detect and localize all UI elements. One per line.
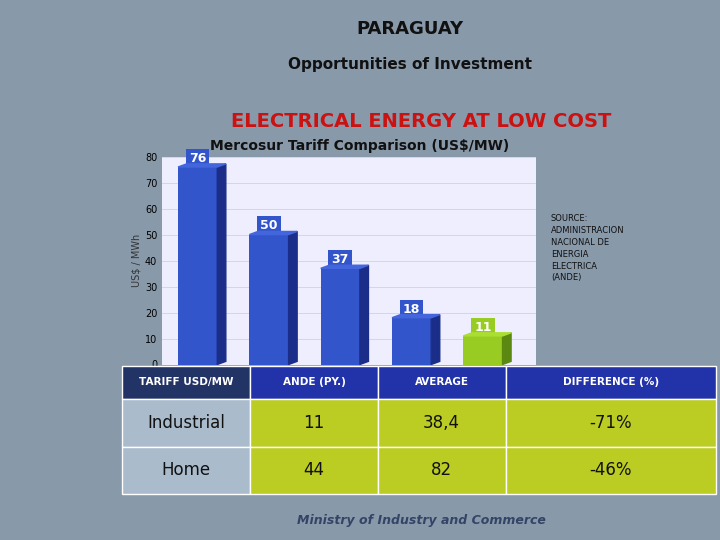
- Text: Industrial: Industrial: [148, 414, 225, 432]
- Text: Mercosur Tariff Comparison (US$/MW): Mercosur Tariff Comparison (US$/MW): [210, 139, 510, 153]
- Polygon shape: [289, 232, 297, 364]
- Text: Opportunities of Investment: Opportunities of Investment: [289, 57, 532, 72]
- Text: 37: 37: [332, 253, 349, 266]
- Polygon shape: [360, 265, 369, 364]
- Polygon shape: [431, 315, 440, 365]
- Text: 76: 76: [189, 152, 207, 165]
- Bar: [392, 318, 431, 364]
- Text: -46%: -46%: [590, 461, 632, 480]
- Text: 18: 18: [403, 302, 420, 316]
- Text: 38,4: 38,4: [423, 414, 460, 432]
- Polygon shape: [320, 265, 369, 268]
- Polygon shape: [217, 164, 226, 364]
- Text: Ministry of Industry and Commerce: Ministry of Industry and Commerce: [297, 514, 546, 526]
- Text: DIFFERENCE (%): DIFFERENCE (%): [563, 377, 659, 387]
- Text: ANDE (PY.): ANDE (PY.): [282, 377, 346, 387]
- Text: 44: 44: [303, 461, 325, 480]
- Text: 50: 50: [260, 219, 278, 233]
- Text: 82: 82: [431, 461, 452, 480]
- Polygon shape: [249, 232, 297, 234]
- Bar: [178, 167, 217, 364]
- Text: 11: 11: [474, 321, 492, 334]
- Text: Home: Home: [162, 461, 211, 480]
- Text: 11: 11: [303, 414, 325, 432]
- Bar: [249, 234, 289, 364]
- Text: TARIFF USD/MW: TARIFF USD/MW: [139, 377, 233, 387]
- Polygon shape: [463, 333, 511, 336]
- Polygon shape: [503, 333, 511, 364]
- Polygon shape: [178, 164, 226, 167]
- Bar: [463, 336, 503, 364]
- Text: PARAGUAY: PARAGUAY: [357, 20, 464, 38]
- Bar: [320, 268, 360, 364]
- Y-axis label: US$ / MWh: US$ / MWh: [132, 234, 142, 287]
- Text: -71%: -71%: [590, 414, 632, 432]
- Text: AVERAGE: AVERAGE: [415, 377, 469, 387]
- Text: SOURCE:
ADMINISTRACION
NACIONAL DE
ENERGIA
ELECTRICA
(ANDE): SOURCE: ADMINISTRACION NACIONAL DE ENERG…: [551, 214, 624, 282]
- Polygon shape: [392, 315, 440, 318]
- Text: ELECTRICAL ENERGY AT LOW COST: ELECTRICAL ENERGY AT LOW COST: [231, 112, 611, 131]
